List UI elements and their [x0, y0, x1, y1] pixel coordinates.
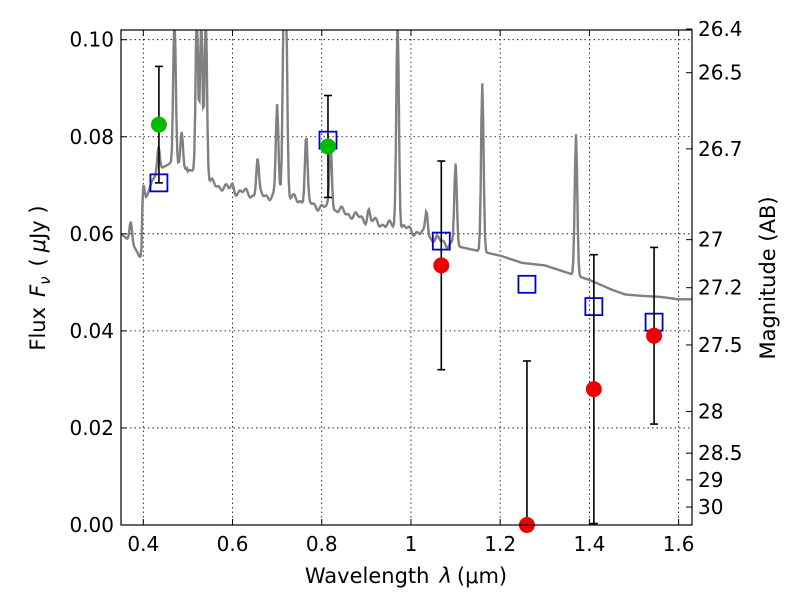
y-axis-label-subscript: ν	[36, 276, 54, 284]
green-point	[150, 116, 167, 133]
x-tick-label: 0.6	[217, 532, 249, 556]
y-tick-labels: 0.00 0.02 0.04 0.06 0.08 0.10	[69, 28, 114, 537]
y-tick-label: 0.10	[69, 28, 114, 52]
x-axis-label-text: Wavelength	[305, 564, 430, 588]
x-tick-label: 1.4	[573, 532, 605, 556]
y-tick-label: 0.00	[69, 513, 114, 537]
model-flux-marker	[517, 274, 537, 294]
sed-model-curve	[121, 30, 692, 301]
error-bars	[154, 65, 659, 526]
observed-points	[150, 116, 663, 533]
grid	[121, 30, 692, 526]
red-point	[646, 327, 663, 344]
red-point	[433, 257, 450, 274]
y-axis-label-unit-open: (	[26, 258, 50, 266]
y-axis-label: Flux Fν ( μJy )	[26, 205, 54, 350]
y-axis-label-unit-rest: Jy )	[26, 205, 50, 241]
y-axis-label-symbol: F	[26, 284, 50, 297]
y2-tick-label: 28	[698, 399, 723, 423]
y2-tick-label: 29	[698, 468, 723, 492]
x-tick-labels: 0.4 0.6 0.8 1 1.2 1.4 1.6	[127, 532, 694, 556]
y2-tick-label: 27.5	[698, 333, 743, 357]
x-tick-label: 1	[405, 532, 418, 556]
y-tick-label: 0.02	[69, 416, 114, 440]
y2-tick-label: 28.5	[698, 441, 743, 465]
y2-tick-label: 27.2	[698, 276, 743, 300]
axis-ticks	[121, 28, 692, 526]
y2-tick-labels: 26.4 26.5 26.7 27 27.2 27.5 28 28.5 29 30	[698, 17, 743, 519]
x-tick-label: 0.4	[127, 532, 159, 556]
x-tick-label: 0.8	[306, 532, 338, 556]
x-tick-label: 1.6	[663, 532, 695, 556]
y-tick-label: 0.06	[69, 222, 114, 246]
y2-tick-label: 26.5	[698, 61, 743, 85]
y2-tick-label: 30	[698, 495, 723, 519]
y-tick-label: 0.08	[69, 125, 114, 149]
x-axis-label: Wavelength λ (μm)	[305, 564, 507, 588]
y-axis-label-text: Flux	[26, 307, 50, 351]
green-point	[319, 138, 336, 155]
model-band-fluxes	[149, 130, 664, 332]
y2-tick-label: 26.4	[698, 17, 743, 41]
y2-tick-label: 26.7	[698, 137, 743, 161]
x-axis-label-symbol: λ	[438, 564, 451, 588]
red-point	[585, 381, 602, 398]
y2-axis-label: Magnitude (AB)	[756, 196, 780, 359]
x-axis-label-unit: (μm)	[457, 564, 507, 588]
y-axis-label-unit-mu: μ	[26, 239, 50, 253]
y2-tick-label: 27	[698, 228, 723, 252]
plot-frame	[120, 29, 693, 526]
y-tick-label: 0.04	[69, 319, 114, 343]
sed-model-line	[121, 30, 692, 301]
x-tick-label: 1.2	[484, 532, 516, 556]
